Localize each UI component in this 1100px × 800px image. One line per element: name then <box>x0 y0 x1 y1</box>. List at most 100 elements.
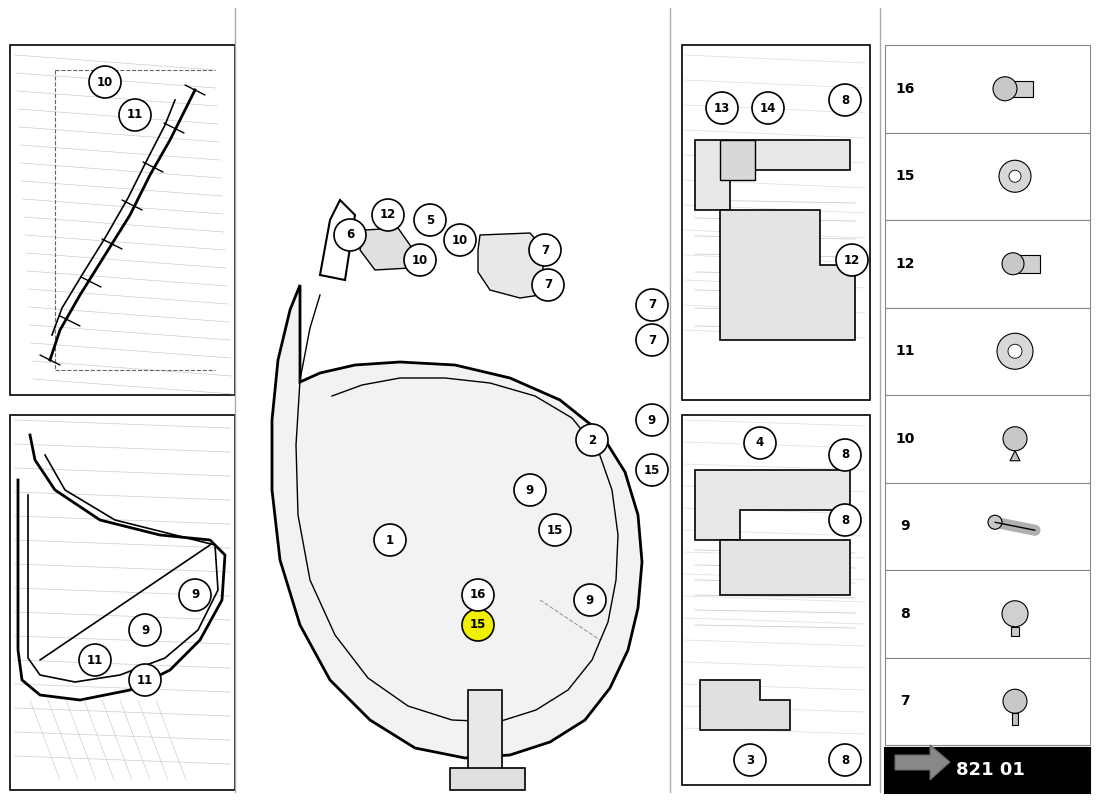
Bar <box>10 415 235 790</box>
Text: 7: 7 <box>541 243 549 257</box>
Circle shape <box>636 289 668 321</box>
Bar <box>886 570 1090 658</box>
Text: 15: 15 <box>895 170 915 183</box>
Bar <box>886 133 1090 220</box>
Circle shape <box>997 334 1033 370</box>
Circle shape <box>334 219 366 251</box>
Polygon shape <box>720 140 755 180</box>
Circle shape <box>129 614 161 646</box>
Circle shape <box>993 77 1018 101</box>
Text: 14: 14 <box>760 102 777 114</box>
Text: 11: 11 <box>126 109 143 122</box>
Text: 15: 15 <box>547 523 563 537</box>
Circle shape <box>829 744 861 776</box>
Polygon shape <box>1010 450 1020 461</box>
Text: 7: 7 <box>543 278 552 291</box>
Text: 8: 8 <box>900 606 910 621</box>
Text: 9: 9 <box>900 519 910 534</box>
Circle shape <box>1002 601 1028 626</box>
Circle shape <box>404 244 436 276</box>
Circle shape <box>79 644 111 676</box>
Circle shape <box>1002 253 1024 274</box>
Circle shape <box>574 584 606 616</box>
Bar <box>886 748 1090 793</box>
Text: 10: 10 <box>895 432 915 446</box>
Polygon shape <box>1012 714 1018 726</box>
Circle shape <box>1008 344 1022 358</box>
Text: 2: 2 <box>587 434 596 446</box>
Polygon shape <box>1013 254 1040 273</box>
Polygon shape <box>720 540 850 595</box>
Text: 9: 9 <box>526 483 535 497</box>
Text: 8: 8 <box>840 449 849 462</box>
Text: 10: 10 <box>452 234 469 246</box>
Text: 16: 16 <box>895 82 915 96</box>
Text: 7: 7 <box>648 334 656 346</box>
Bar <box>10 45 235 395</box>
Text: 8: 8 <box>840 94 849 106</box>
Circle shape <box>179 579 211 611</box>
Text: 15: 15 <box>644 463 660 477</box>
Text: 11: 11 <box>87 654 103 666</box>
Text: 11: 11 <box>895 344 915 358</box>
Circle shape <box>119 99 151 131</box>
Circle shape <box>462 609 494 641</box>
Circle shape <box>514 474 546 506</box>
Circle shape <box>532 269 564 301</box>
Circle shape <box>89 66 121 98</box>
Circle shape <box>829 504 861 536</box>
Text: 9: 9 <box>586 594 594 606</box>
Text: 10: 10 <box>97 75 113 89</box>
Text: 11: 11 <box>136 674 153 686</box>
Circle shape <box>752 92 784 124</box>
Polygon shape <box>360 228 412 270</box>
Text: 821 01: 821 01 <box>956 761 1024 779</box>
Bar <box>886 45 1090 133</box>
Circle shape <box>636 404 668 436</box>
Polygon shape <box>695 470 850 540</box>
Circle shape <box>734 744 766 776</box>
Polygon shape <box>320 200 355 280</box>
Text: 16: 16 <box>470 589 486 602</box>
Bar <box>682 45 870 400</box>
Bar <box>886 482 1090 570</box>
Text: 3: 3 <box>746 754 755 766</box>
Circle shape <box>374 524 406 556</box>
Text: 12: 12 <box>379 209 396 222</box>
Circle shape <box>636 454 668 486</box>
Text: 9: 9 <box>191 589 199 602</box>
Polygon shape <box>895 745 950 780</box>
Bar <box>886 220 1090 307</box>
Circle shape <box>539 514 571 546</box>
Circle shape <box>988 515 1002 530</box>
Text: 15: 15 <box>470 618 486 631</box>
Circle shape <box>372 199 404 231</box>
Polygon shape <box>272 285 642 758</box>
Bar <box>886 395 1090 482</box>
Polygon shape <box>450 768 525 790</box>
Circle shape <box>706 92 738 124</box>
Text: a passion for parts shopping85: a passion for parts shopping85 <box>394 502 726 638</box>
Bar <box>886 307 1090 395</box>
Circle shape <box>829 439 861 471</box>
Polygon shape <box>700 680 790 730</box>
Text: 12: 12 <box>844 254 860 266</box>
Circle shape <box>129 664 161 696</box>
Polygon shape <box>1005 81 1033 97</box>
Text: 7: 7 <box>648 298 656 311</box>
Text: autopages: autopages <box>366 394 793 606</box>
Circle shape <box>829 84 861 116</box>
Bar <box>682 415 870 785</box>
Circle shape <box>1003 426 1027 450</box>
Text: 6: 6 <box>345 229 354 242</box>
Text: 12: 12 <box>895 257 915 270</box>
Circle shape <box>744 427 775 459</box>
Circle shape <box>999 160 1031 192</box>
Text: 13: 13 <box>714 102 730 114</box>
Text: 1: 1 <box>386 534 394 546</box>
Circle shape <box>1003 690 1027 714</box>
Circle shape <box>444 224 476 256</box>
Circle shape <box>414 204 446 236</box>
Bar <box>886 658 1090 745</box>
Polygon shape <box>1011 626 1019 636</box>
